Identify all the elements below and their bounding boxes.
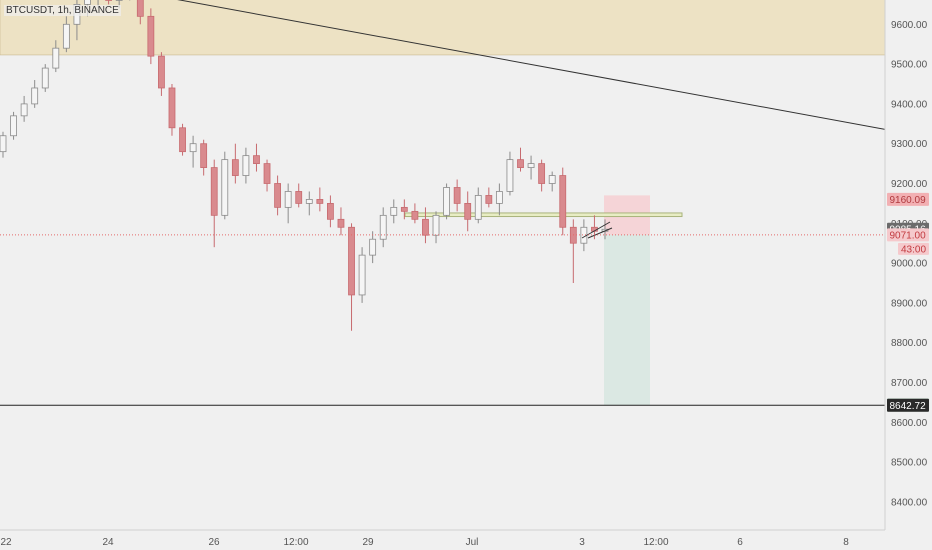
candle-body [20, 103, 28, 117]
x-tick-label: 29 [362, 537, 374, 548]
candle-body [295, 191, 303, 204]
candle-body [400, 206, 408, 212]
y-tick-label: 9500.00 [891, 60, 928, 71]
candle-body [495, 191, 503, 204]
candle-body [379, 214, 387, 240]
x-tick-label: 12:00 [283, 537, 308, 548]
resistance-zone [0, 0, 886, 56]
hline-price-label-bg [887, 398, 929, 412]
candle-body [517, 159, 524, 168]
candle-body [337, 218, 345, 228]
candle-body [10, 115, 17, 137]
candle-body [432, 214, 440, 236]
candle-body [327, 202, 334, 220]
candle-body [369, 238, 377, 256]
x-tick-label: Jul [466, 537, 479, 548]
candle-body [358, 254, 366, 296]
candle-body [464, 202, 472, 220]
price-axis [885, 0, 932, 550]
candle-body [84, 0, 91, 5]
candle-body [284, 191, 292, 208]
candle-body [31, 87, 39, 105]
candle-body [411, 210, 419, 220]
plot-area [0, 0, 885, 530]
candle-body [305, 199, 313, 204]
y-tick-label: 8600.00 [891, 418, 928, 429]
candle-body [221, 159, 229, 216]
support-box [404, 212, 683, 218]
candle-body [559, 175, 567, 228]
candles-group [0, 0, 609, 331]
countdown-bg [898, 242, 929, 255]
hline-price-label: 8642.72 [890, 401, 927, 412]
y-tick-label: 8900.00 [891, 298, 928, 309]
candle-body [443, 187, 450, 216]
stop-price-label: 9160.09 [890, 195, 927, 206]
y-tick-label: 9200.00 [891, 179, 928, 190]
x-tick-label: 26 [208, 537, 220, 548]
candle-body [348, 226, 355, 296]
candle-body [200, 143, 208, 168]
candle-body [158, 55, 165, 89]
entry-price-label-bg [887, 228, 929, 242]
candle-body [179, 127, 186, 153]
x-tick-label: 12:00 [643, 537, 668, 548]
candle-body [548, 175, 556, 184]
candle-body [41, 67, 49, 89]
candle-body [147, 15, 155, 57]
candle-body [62, 23, 70, 49]
x-tick-label: 8 [843, 537, 849, 548]
candle-body [390, 206, 398, 216]
y-tick-label: 9600.00 [891, 20, 928, 31]
candle-body [422, 218, 429, 236]
take-profit-zone [604, 234, 650, 406]
y-tick-label: 9400.00 [891, 99, 928, 110]
stop-price-label-bg [887, 192, 929, 206]
candle-body [52, 47, 60, 69]
wedge-line-upper [581, 221, 611, 239]
x-tick-label: 3 [579, 537, 585, 548]
y-tick-label: 8400.00 [891, 497, 928, 508]
candle-body [242, 155, 250, 176]
candle-body [0, 135, 7, 153]
candle-body [210, 167, 218, 216]
y-tick-label: 9000.00 [891, 259, 928, 270]
candle-body [474, 195, 482, 220]
candle-body [189, 143, 197, 153]
candle-body [453, 187, 461, 204]
wedge-line-lower [587, 227, 613, 239]
y-tick-label: 9300.00 [891, 139, 928, 150]
candle-body [168, 87, 176, 129]
candle-body [538, 163, 546, 184]
trendline [177, 0, 886, 130]
x-tick-label: 22 [0, 537, 12, 548]
candle-body [263, 163, 271, 184]
x-tick-label: 24 [102, 537, 114, 548]
candle-body [231, 159, 239, 176]
candle-body [253, 155, 260, 164]
entry-price-label: 9071.00 [890, 230, 927, 241]
chart-title: BTCUSDT, 1h, BINANCE [4, 5, 121, 16]
candle-body [316, 199, 324, 204]
candle-body [527, 163, 535, 168]
candle-body [506, 159, 514, 192]
candle-body [136, 0, 144, 17]
y-tick-label: 8500.00 [891, 458, 928, 469]
x-tick-label: 6 [737, 537, 743, 548]
candle-body [485, 195, 493, 204]
y-tick-label: 8800.00 [891, 338, 928, 349]
y-tick-label: 8700.00 [891, 378, 928, 389]
countdown-label: 43:00 [901, 244, 926, 255]
candle-body [274, 183, 281, 208]
